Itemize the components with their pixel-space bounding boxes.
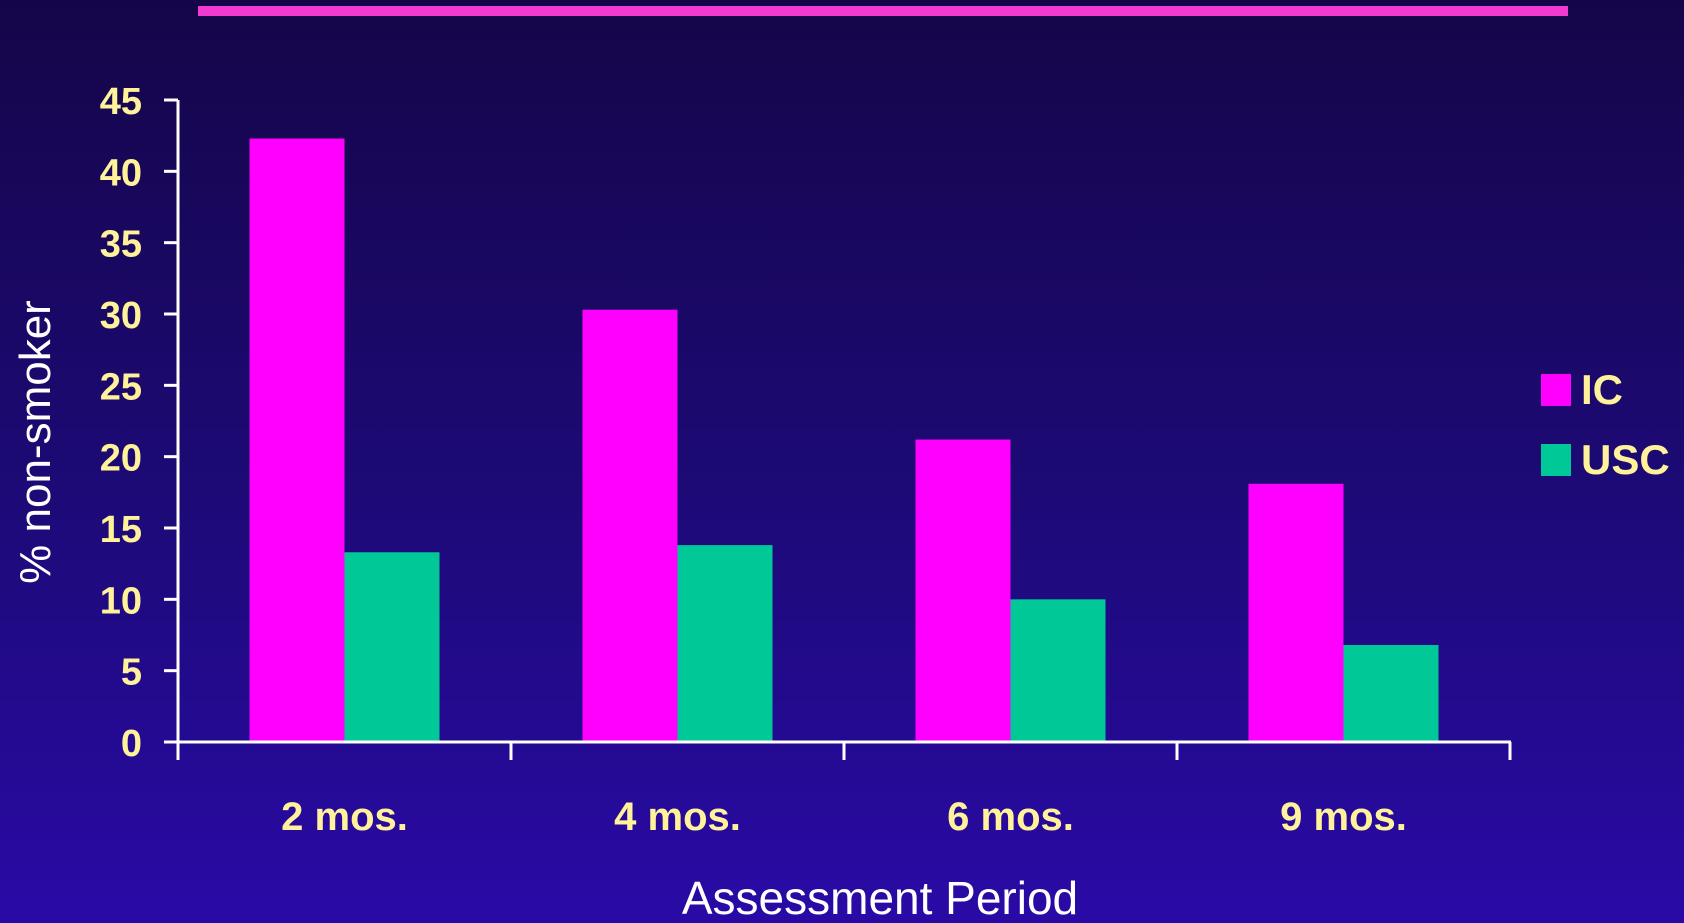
bar-ic-4 bbox=[1248, 483, 1344, 742]
y-tick-label: 20 bbox=[100, 438, 142, 480]
legend: IC USC bbox=[1541, 366, 1670, 483]
y-tick-label: 30 bbox=[100, 295, 142, 337]
bar-ic-1 bbox=[249, 138, 345, 742]
y-tick-label: 25 bbox=[100, 366, 142, 408]
x-tick-label: 2 mos. bbox=[281, 795, 408, 839]
legend-label-usc: USC bbox=[1581, 436, 1670, 483]
y-tick-label: 35 bbox=[100, 224, 142, 266]
bar-usc-4 bbox=[1343, 644, 1439, 742]
x-tick-label: 9 mos. bbox=[1280, 795, 1407, 839]
x-tick-labels: 2 mos. 4 mos. 6 mos. 9 mos. bbox=[281, 795, 1407, 839]
x-tick-label: 6 mos. bbox=[947, 795, 1074, 839]
bars-group bbox=[249, 138, 1439, 742]
y-tick-label: 0 bbox=[121, 723, 142, 765]
bar-usc-1 bbox=[344, 552, 440, 742]
y-tick-label: 40 bbox=[100, 152, 142, 194]
bar-usc-3 bbox=[1010, 599, 1106, 742]
y-axis-title: % non-smoker bbox=[11, 300, 60, 584]
x-axis-title: Assessment Period bbox=[682, 872, 1078, 923]
axes-group bbox=[164, 98, 1512, 760]
legend-label-ic: IC bbox=[1581, 366, 1623, 413]
x-tick-label: 4 mos. bbox=[614, 795, 741, 839]
y-tick-label: 5 bbox=[121, 652, 142, 694]
bar-ic-2 bbox=[582, 309, 678, 742]
bar-usc-2 bbox=[677, 545, 773, 742]
y-tick-label: 15 bbox=[100, 509, 142, 551]
y-tick-label: 10 bbox=[100, 580, 142, 622]
y-tick-labels: 0 5 10 15 20 25 30 35 40 45 bbox=[100, 81, 142, 765]
bar-ic-3 bbox=[915, 439, 1011, 742]
y-tick-label: 45 bbox=[100, 81, 142, 123]
legend-swatch-ic bbox=[1541, 374, 1571, 406]
legend-swatch-usc bbox=[1541, 444, 1571, 476]
title-rule bbox=[198, 6, 1568, 16]
